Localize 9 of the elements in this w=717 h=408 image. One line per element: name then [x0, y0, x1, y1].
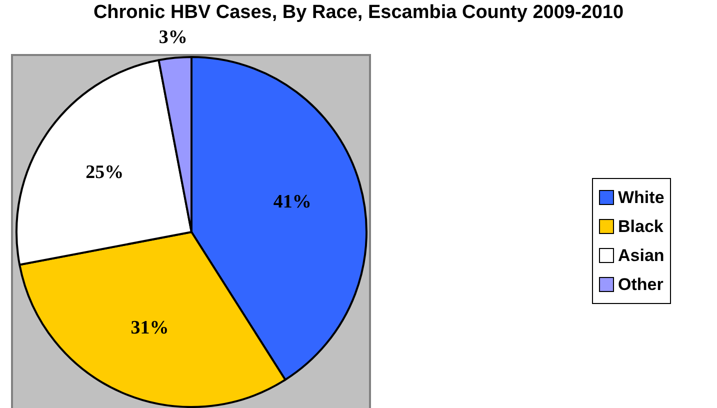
chart-title: Chronic HBV Cases, By Race, Escambia County 2009-2010: [92, 2, 625, 24]
legend-label: Other: [617, 274, 664, 296]
legend-label: Asian: [617, 244, 664, 266]
data-label: 25%: [86, 162, 124, 183]
data-label: 41%: [273, 192, 312, 213]
legend-label: White: [617, 186, 664, 208]
data-label: 31%: [130, 317, 169, 338]
data-label: 3%: [158, 26, 188, 48]
legend-label: Black: [617, 216, 664, 238]
